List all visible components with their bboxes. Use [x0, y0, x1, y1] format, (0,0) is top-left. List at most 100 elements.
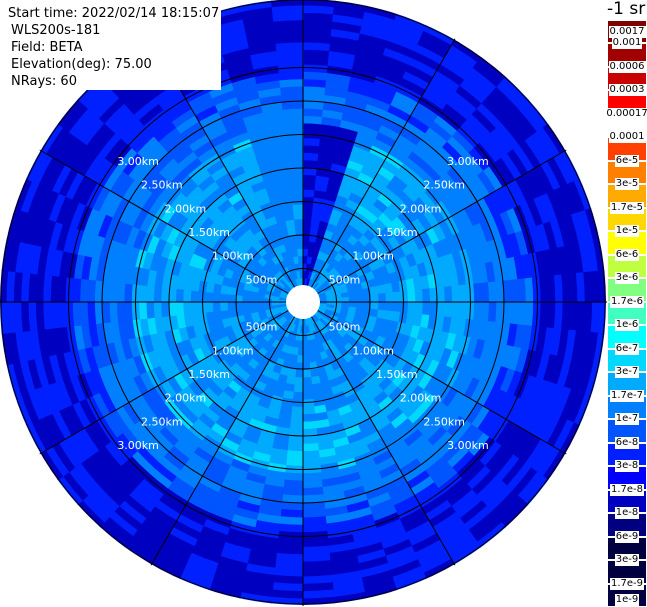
range-gate [263, 301, 273, 307]
range-gate [392, 301, 402, 313]
range-gate [302, 406, 316, 416]
colorbar-label: 1e-8 [607, 506, 647, 520]
range-gate [270, 0, 305, 8]
colorbar-label: 1e-7 [607, 412, 647, 426]
colorbar-label-text: 1.7e-9 [609, 577, 645, 590]
azimuth-spoke [39, 149, 289, 294]
range-gate [302, 225, 312, 235]
colorbar-label-text: 1e-6 [614, 319, 640, 332]
beta-field [0, 0, 606, 605]
range-gate [219, 301, 229, 312]
colorbar-label-text: 0.00017 [605, 107, 647, 120]
range-label: 2.00km [165, 392, 207, 405]
colorbar-label: 1.7e-9 [607, 577, 647, 591]
colorbar-label-text: 6e-8 [614, 436, 640, 449]
range-label: 500m [329, 321, 361, 334]
range-gate [297, 254, 304, 264]
range-label: 2.50km [141, 415, 183, 428]
range-label: 500m [246, 273, 278, 286]
range-gate [302, 218, 313, 228]
range-gate [197, 301, 207, 314]
colorbar-label: 1.7e-8 [607, 483, 647, 497]
range-label: 500m [329, 273, 361, 286]
instrument-name: WLS200s-181 [11, 22, 222, 39]
range-gate [385, 292, 395, 303]
colorbar-label: 6e-9 [607, 530, 647, 544]
colorbar: 0.0017 0.001 0.0006 0.0003 0.00017 0.0001 6e-5… [605, 20, 647, 607]
range-label: 1.00km [212, 344, 254, 357]
range-gate [296, 240, 304, 250]
colorbar-label-text: 6e-7 [614, 342, 640, 355]
range-gate [219, 292, 229, 303]
azimuth-spoke [317, 149, 567, 294]
range-gate [226, 293, 236, 303]
colorbar-label: 6e-7 [607, 342, 647, 356]
range-gate [302, 196, 315, 206]
range-gate [211, 291, 221, 303]
range-label: 3.00km [117, 439, 159, 452]
range-gate [302, 332, 308, 342]
colorbar-label: 1.7e-7 [607, 389, 647, 403]
range-gate [293, 210, 304, 220]
range-gate [407, 289, 417, 303]
colorbar-label-text: 3e-5 [614, 178, 640, 191]
range-gate [248, 301, 258, 308]
range-label: 1.50km [188, 368, 230, 381]
range-gate [297, 247, 304, 257]
range-gate [294, 369, 304, 379]
range-label: 1.50km [188, 226, 230, 239]
range-gate [298, 262, 304, 272]
colorbar-label-text: 1e-9 [614, 594, 640, 606]
colorbar-label-text: 0.0006 [608, 60, 646, 73]
range-gate [377, 292, 387, 303]
range-label: 2.00km [400, 392, 442, 405]
range-gate [302, 384, 313, 394]
range-label: 3.00km [447, 439, 489, 452]
range-gate [302, 347, 309, 357]
azimuth-spoke [317, 310, 567, 455]
azimuth-spoke [311, 316, 456, 566]
range-gate [197, 290, 207, 303]
range-label: 1.50km [376, 368, 418, 381]
colorbar-label: 0.00017 [605, 107, 647, 121]
range-gate [233, 301, 243, 310]
range-label: 2.50km [423, 415, 465, 428]
range-gate [211, 301, 221, 312]
range-gate [291, 196, 304, 206]
colorbar-label: 1e-6 [607, 318, 647, 332]
range-gate [392, 291, 402, 303]
colorbar-label: 6e-5 [607, 154, 647, 168]
colorbar-label-text: 3e-7 [614, 366, 640, 379]
range-gate [302, 398, 315, 408]
azimuth-spoke [39, 310, 289, 455]
info-panel: Start time: 2022/02/14 18:15:07 WLS200s-… [8, 5, 222, 90]
colorbar-label: 1.7e-6 [607, 295, 647, 309]
range-gate [302, 0, 336, 8]
field-name: Field: BETA [11, 39, 222, 56]
range-gate [377, 301, 387, 312]
colorbar-label-text: 1e-7 [614, 413, 640, 426]
range-gate [292, 391, 304, 401]
range-label: 500m [246, 321, 278, 334]
range-gate [302, 340, 309, 350]
range-gate [292, 203, 304, 213]
range-gate [302, 203, 314, 213]
colorbar-label: 0.0001 [607, 130, 647, 144]
colorbar-label-text: 1.7e-5 [609, 201, 645, 214]
colorbar-label: 0.0003 [607, 83, 647, 97]
range-gate [292, 384, 304, 394]
range-gate [241, 301, 251, 309]
colorbar-label: 3e-5 [607, 177, 647, 191]
colorbar-label-text: 3e-6 [614, 272, 640, 285]
colorbar-label-text: 1e-8 [614, 507, 640, 520]
range-gate [341, 296, 351, 303]
colorbar-label: 1e-9 [607, 593, 647, 607]
colorbar-label-text: 6e-9 [614, 530, 640, 543]
range-label: 1.50km [376, 226, 418, 239]
range-gate [204, 291, 214, 303]
colorbar-label: 6e-8 [607, 436, 647, 450]
range-gate [399, 290, 409, 303]
range-gate [189, 301, 199, 315]
range-gate [226, 301, 236, 311]
